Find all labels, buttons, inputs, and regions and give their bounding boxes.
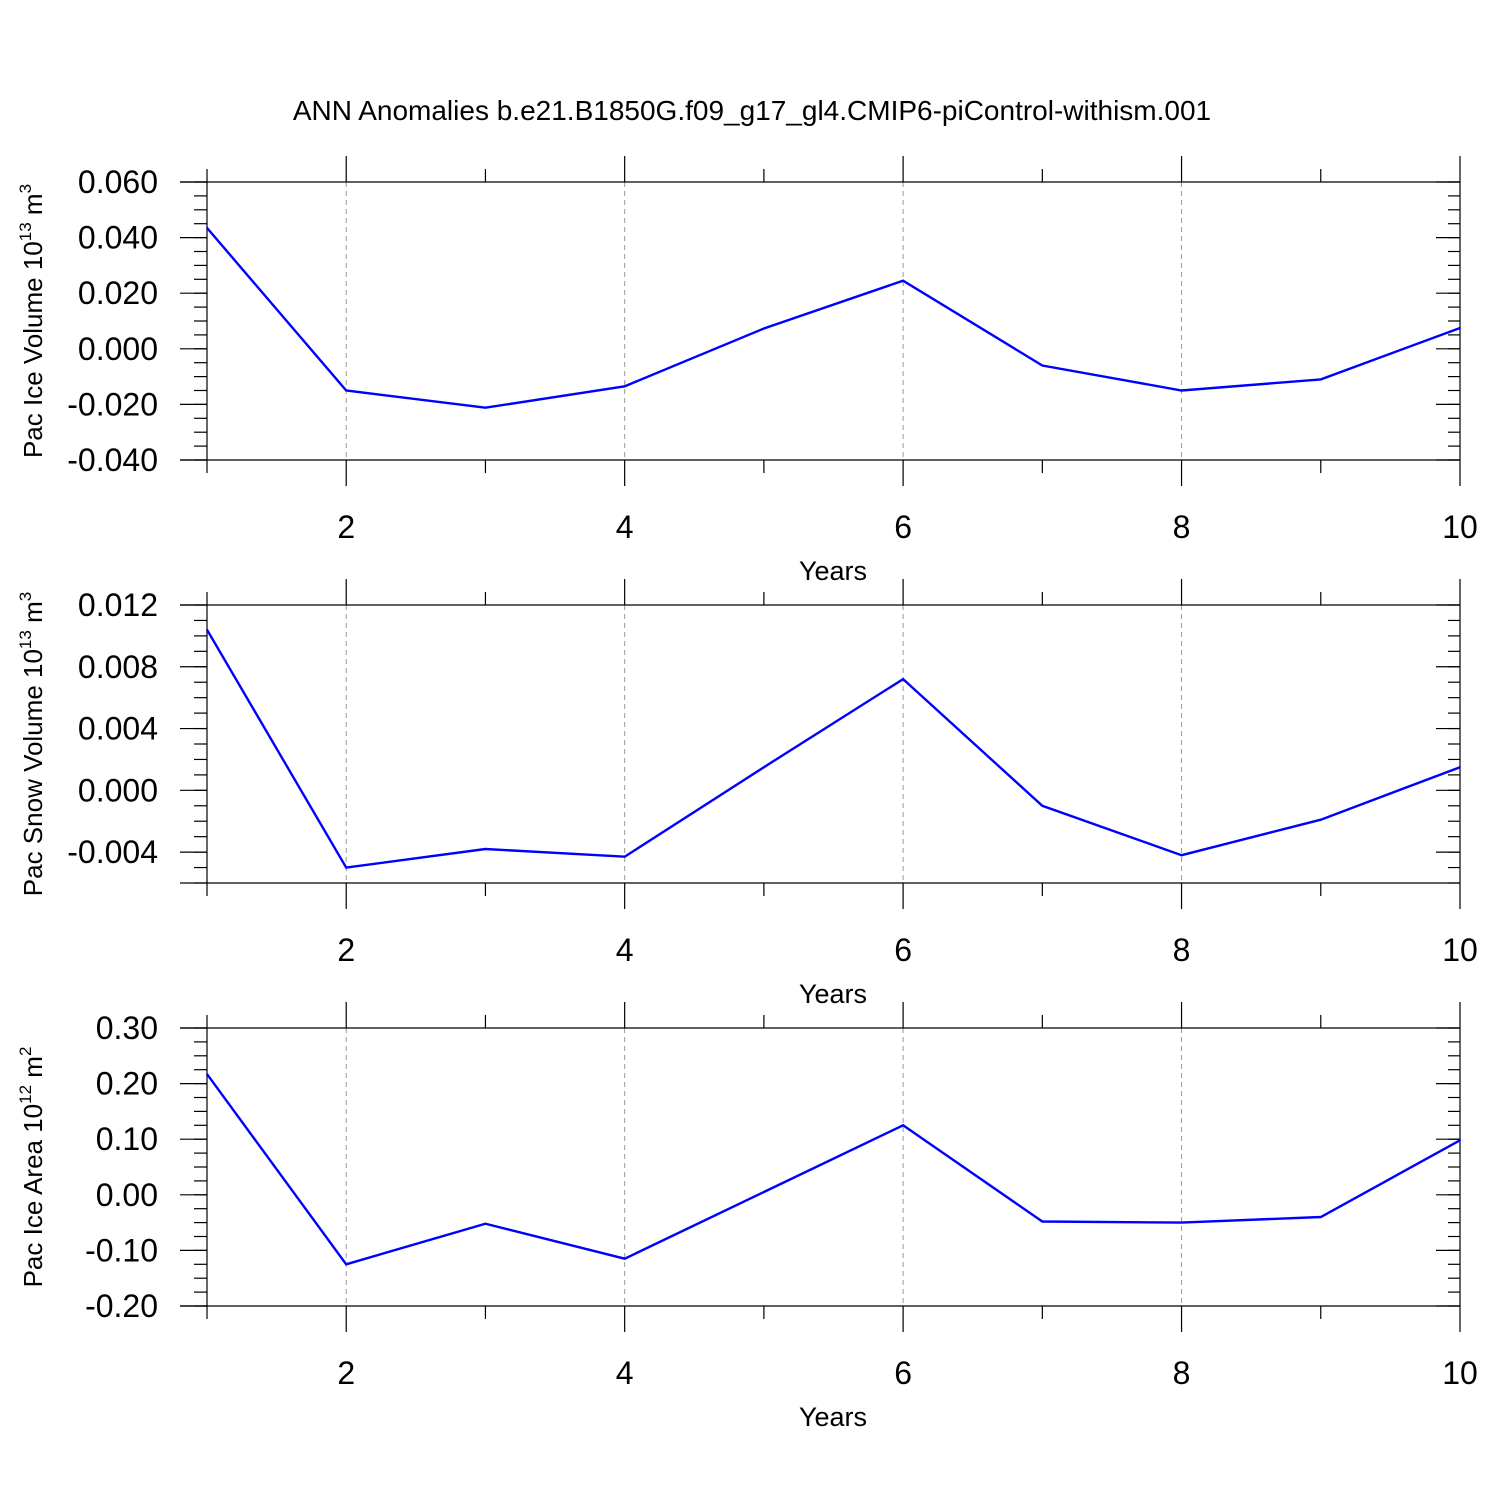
y-tick-label: 0.00 <box>96 1177 158 1213</box>
data-point <box>623 855 626 858</box>
y-tick-label: -0.10 <box>85 1232 158 1268</box>
data-point <box>623 385 626 388</box>
data-point <box>484 848 487 850</box>
data-point <box>762 1191 765 1193</box>
x-tick-label: 4 <box>616 1355 634 1391</box>
x-tick-label: 4 <box>616 509 634 545</box>
y-tick-label: -0.20 <box>85 1288 158 1324</box>
data-point <box>1041 804 1044 807</box>
data-point <box>206 1073 208 1076</box>
y-tick-label: -0.020 <box>67 386 158 422</box>
x-tick-label: 2 <box>337 1355 355 1391</box>
data-point <box>1459 1139 1461 1142</box>
y-tick-label: 0.000 <box>78 331 158 367</box>
data-point <box>484 406 487 409</box>
data-point <box>484 1222 487 1225</box>
data-point <box>623 1257 626 1260</box>
x-tick-label: 2 <box>337 509 355 545</box>
chart-panel-3: -0.20 -0.10 0.00 0.10 0.20 0.30 2 4 6 8 10 Years Pac… <box>16 1002 1478 1432</box>
x-tick-label: 4 <box>616 932 634 968</box>
y-tick-label: 0.020 <box>78 275 158 311</box>
x-tick-label: 2 <box>337 932 355 968</box>
data-point <box>345 1263 348 1266</box>
data-point <box>1180 1221 1183 1224</box>
x-tick-label: 8 <box>1173 932 1191 968</box>
x-axis-title: Years <box>799 556 867 586</box>
y-tick-label: 0.060 <box>78 164 158 200</box>
x-tick-label: 10 <box>1442 1355 1478 1391</box>
panels: -0.040 -0.020 0.000 0.020 0.040 0.060 2 4 6 8 10 Ye… <box>16 156 1478 1432</box>
x-tick-label: 6 <box>894 509 912 545</box>
series-line <box>206 227 1461 409</box>
chart-panel-1: -0.040 -0.020 0.000 0.020 0.040 0.060 2 4 6 8 10 Ye… <box>16 156 1478 586</box>
data-point <box>902 1124 905 1127</box>
x-tick-label: 6 <box>894 932 912 968</box>
x-tick-label: 8 <box>1173 509 1191 545</box>
y-axis-title: Pac Ice Volume 1013 m3 <box>16 184 48 458</box>
y-tick-label: 0.10 <box>96 1121 158 1157</box>
series-line <box>205 629 1461 869</box>
data-point <box>762 327 765 330</box>
x-tick-label: 8 <box>1173 1355 1191 1391</box>
y-tick-label: 0.008 <box>78 649 158 685</box>
x-tick-label: 10 <box>1442 509 1478 545</box>
series-line <box>206 1073 1461 1266</box>
data-point <box>206 226 208 229</box>
data-point <box>1459 327 1461 329</box>
y-tick-label: -0.040 <box>67 442 158 478</box>
data-point <box>1041 364 1044 367</box>
data-point <box>1180 389 1183 392</box>
data-point <box>1180 854 1183 857</box>
data-point <box>902 678 905 681</box>
x-axis-title: Years <box>799 979 867 1009</box>
y-tick-label: 0.20 <box>96 1066 158 1102</box>
data-point <box>762 766 765 769</box>
y-tick-label: 0.004 <box>78 711 158 747</box>
data-point <box>902 279 905 282</box>
data-point <box>206 628 208 631</box>
y-tick-label: 0.000 <box>78 772 158 808</box>
y-axis-title: Pac Snow Volume 1013 m3 <box>16 592 48 896</box>
chart-title: ANN Anomalies b.e21.B1850G.f09_g17_gl4.C… <box>293 95 1211 126</box>
x-axis-title: Years <box>799 1402 867 1432</box>
data-point <box>1041 1220 1044 1223</box>
y-tick-label: 0.040 <box>78 220 158 256</box>
y-tick-label: -0.004 <box>67 834 158 870</box>
data-point <box>1319 818 1322 821</box>
x-tick-label: 10 <box>1442 932 1478 968</box>
x-tick-label: 6 <box>894 1355 912 1391</box>
y-tick-label: 0.012 <box>78 587 158 623</box>
y-tick-label: 0.30 <box>96 1010 158 1046</box>
data-point <box>1459 766 1461 769</box>
data-point <box>1319 1216 1322 1218</box>
data-point <box>1319 378 1322 381</box>
data-point <box>345 389 348 392</box>
chart-panel-2: -0.004 0.000 0.004 0.008 0.012 2 4 6 8 10 Years Pac… <box>16 579 1478 1009</box>
y-axis-title: Pac Ice Area 1012 m2 <box>16 1047 48 1288</box>
data-point <box>345 866 348 869</box>
